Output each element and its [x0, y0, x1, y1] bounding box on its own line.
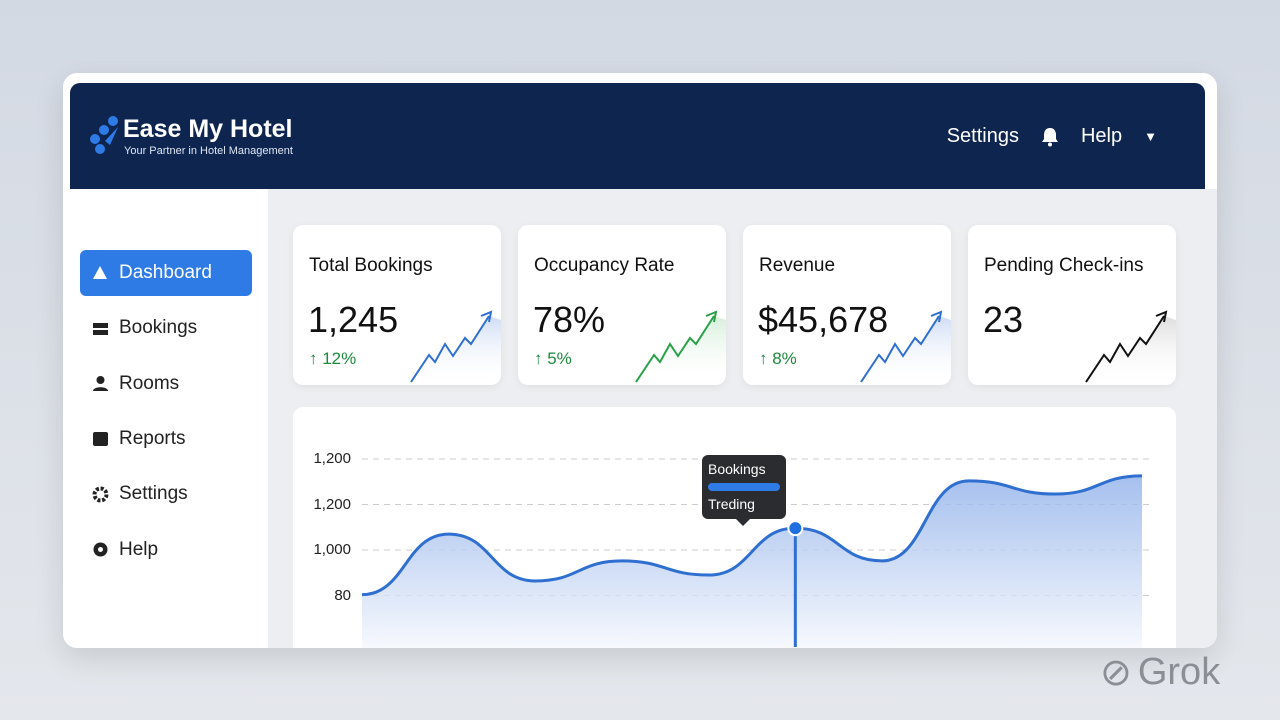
chart-tooltip: Bookings Treding: [702, 455, 786, 526]
y-tick-label: 1,000: [313, 541, 351, 558]
y-tick-label: 1,200: [313, 450, 351, 467]
reports-icon: [93, 432, 108, 447]
stat-delta: ↑ 5%: [534, 349, 572, 368]
y-tick-label: 1,200: [313, 495, 351, 513]
tooltip-title: Bookings: [708, 461, 766, 477]
watermark-text: Grok: [1137, 651, 1221, 693]
bell-icon[interactable]: [1041, 127, 1059, 147]
y-tick-label: 80: [334, 586, 351, 604]
tooltip-bar: [708, 483, 780, 491]
app-window: Ease My Hotel Your Partner in Hotel Mana…: [63, 73, 1217, 648]
help-icon: [93, 542, 108, 557]
stat-card: Total Bookings 1,245 ↑ 12%: [293, 225, 501, 385]
user-icon: [93, 376, 108, 392]
bookings-chart: 1,200 1,200 1,000 80 Bookings Treding: [293, 407, 1176, 648]
chevron-down-icon[interactable]: ▼: [1144, 129, 1157, 144]
sidebar-item-rooms[interactable]: Rooms: [80, 361, 252, 407]
nav-help[interactable]: Help: [1080, 125, 1123, 147]
stat-delta: ↑ 8%: [759, 349, 797, 368]
trend-sparkline: [635, 310, 726, 385]
series-line: [361, 474, 1143, 597]
stat-title: Total Bookings: [309, 255, 433, 276]
stat-value: 1,245: [308, 299, 399, 340]
stat-value: $45,678: [758, 299, 889, 340]
sidebar-item-label: Bookings: [119, 317, 198, 339]
main-content: Total Bookings 1,245 ↑ 12% Occupancy Rate 7…: [268, 189, 1217, 648]
tooltip-subtitle: Treding: [708, 496, 755, 512]
brand-tagline: Your Partner in Hotel Management: [124, 145, 293, 157]
sidebar-item-label: Rooms: [119, 372, 180, 394]
stat-value: 23: [983, 299, 1024, 340]
bookings-icon: [93, 322, 108, 335]
logo-icon: [90, 116, 118, 154]
stat-delta: ↑ 12%: [309, 349, 357, 368]
watermark: ⊘ Grok: [1100, 650, 1220, 695]
sidebar-item-label: Help: [119, 538, 159, 560]
sidebar-item-dashboard[interactable]: Dashboard: [80, 250, 252, 296]
sidebar-item-label: Dashboard: [119, 262, 212, 283]
trend-sparkline: [1085, 310, 1176, 385]
grok-logo-icon: ⊘: [1100, 652, 1132, 694]
sidebar-item-reports[interactable]: Reports: [80, 416, 252, 462]
header: Ease My Hotel Your Partner in Hotel Mana…: [70, 83, 1205, 189]
data-point[interactable]: [787, 520, 804, 537]
stat-title: Pending Check-ins: [984, 255, 1144, 276]
trend-sparkline: [410, 310, 501, 385]
dashboard-icon: [93, 265, 107, 279]
stat-title: Occupancy Rate: [534, 255, 675, 276]
sidebar-item-label: Settings: [119, 483, 188, 505]
stat-card: Pending Check-ins 23: [968, 225, 1176, 385]
gear-icon: [92, 486, 109, 503]
stat-card: Occupancy Rate 78% ↑ 5%: [518, 225, 726, 385]
stat-value: 78%: [533, 299, 606, 340]
sidebar-item-settings[interactable]: Settings: [80, 471, 252, 517]
nav-settings[interactable]: Settings: [946, 125, 1019, 147]
trend-sparkline: [860, 310, 951, 385]
sidebar-item-bookings[interactable]: Bookings: [80, 305, 252, 351]
sidebar-item-help[interactable]: Help: [80, 527, 252, 573]
area-fill: [362, 475, 1142, 648]
sidebar: Dashboard Bookings Rooms Reports Settings Hel…: [70, 189, 268, 648]
brand-name: Ease My Hotel: [123, 115, 293, 143]
stat-title: Revenue: [759, 255, 836, 276]
sidebar-item-label: Reports: [119, 427, 186, 449]
stat-card: Revenue $45,678 ↑ 8%: [743, 225, 951, 385]
